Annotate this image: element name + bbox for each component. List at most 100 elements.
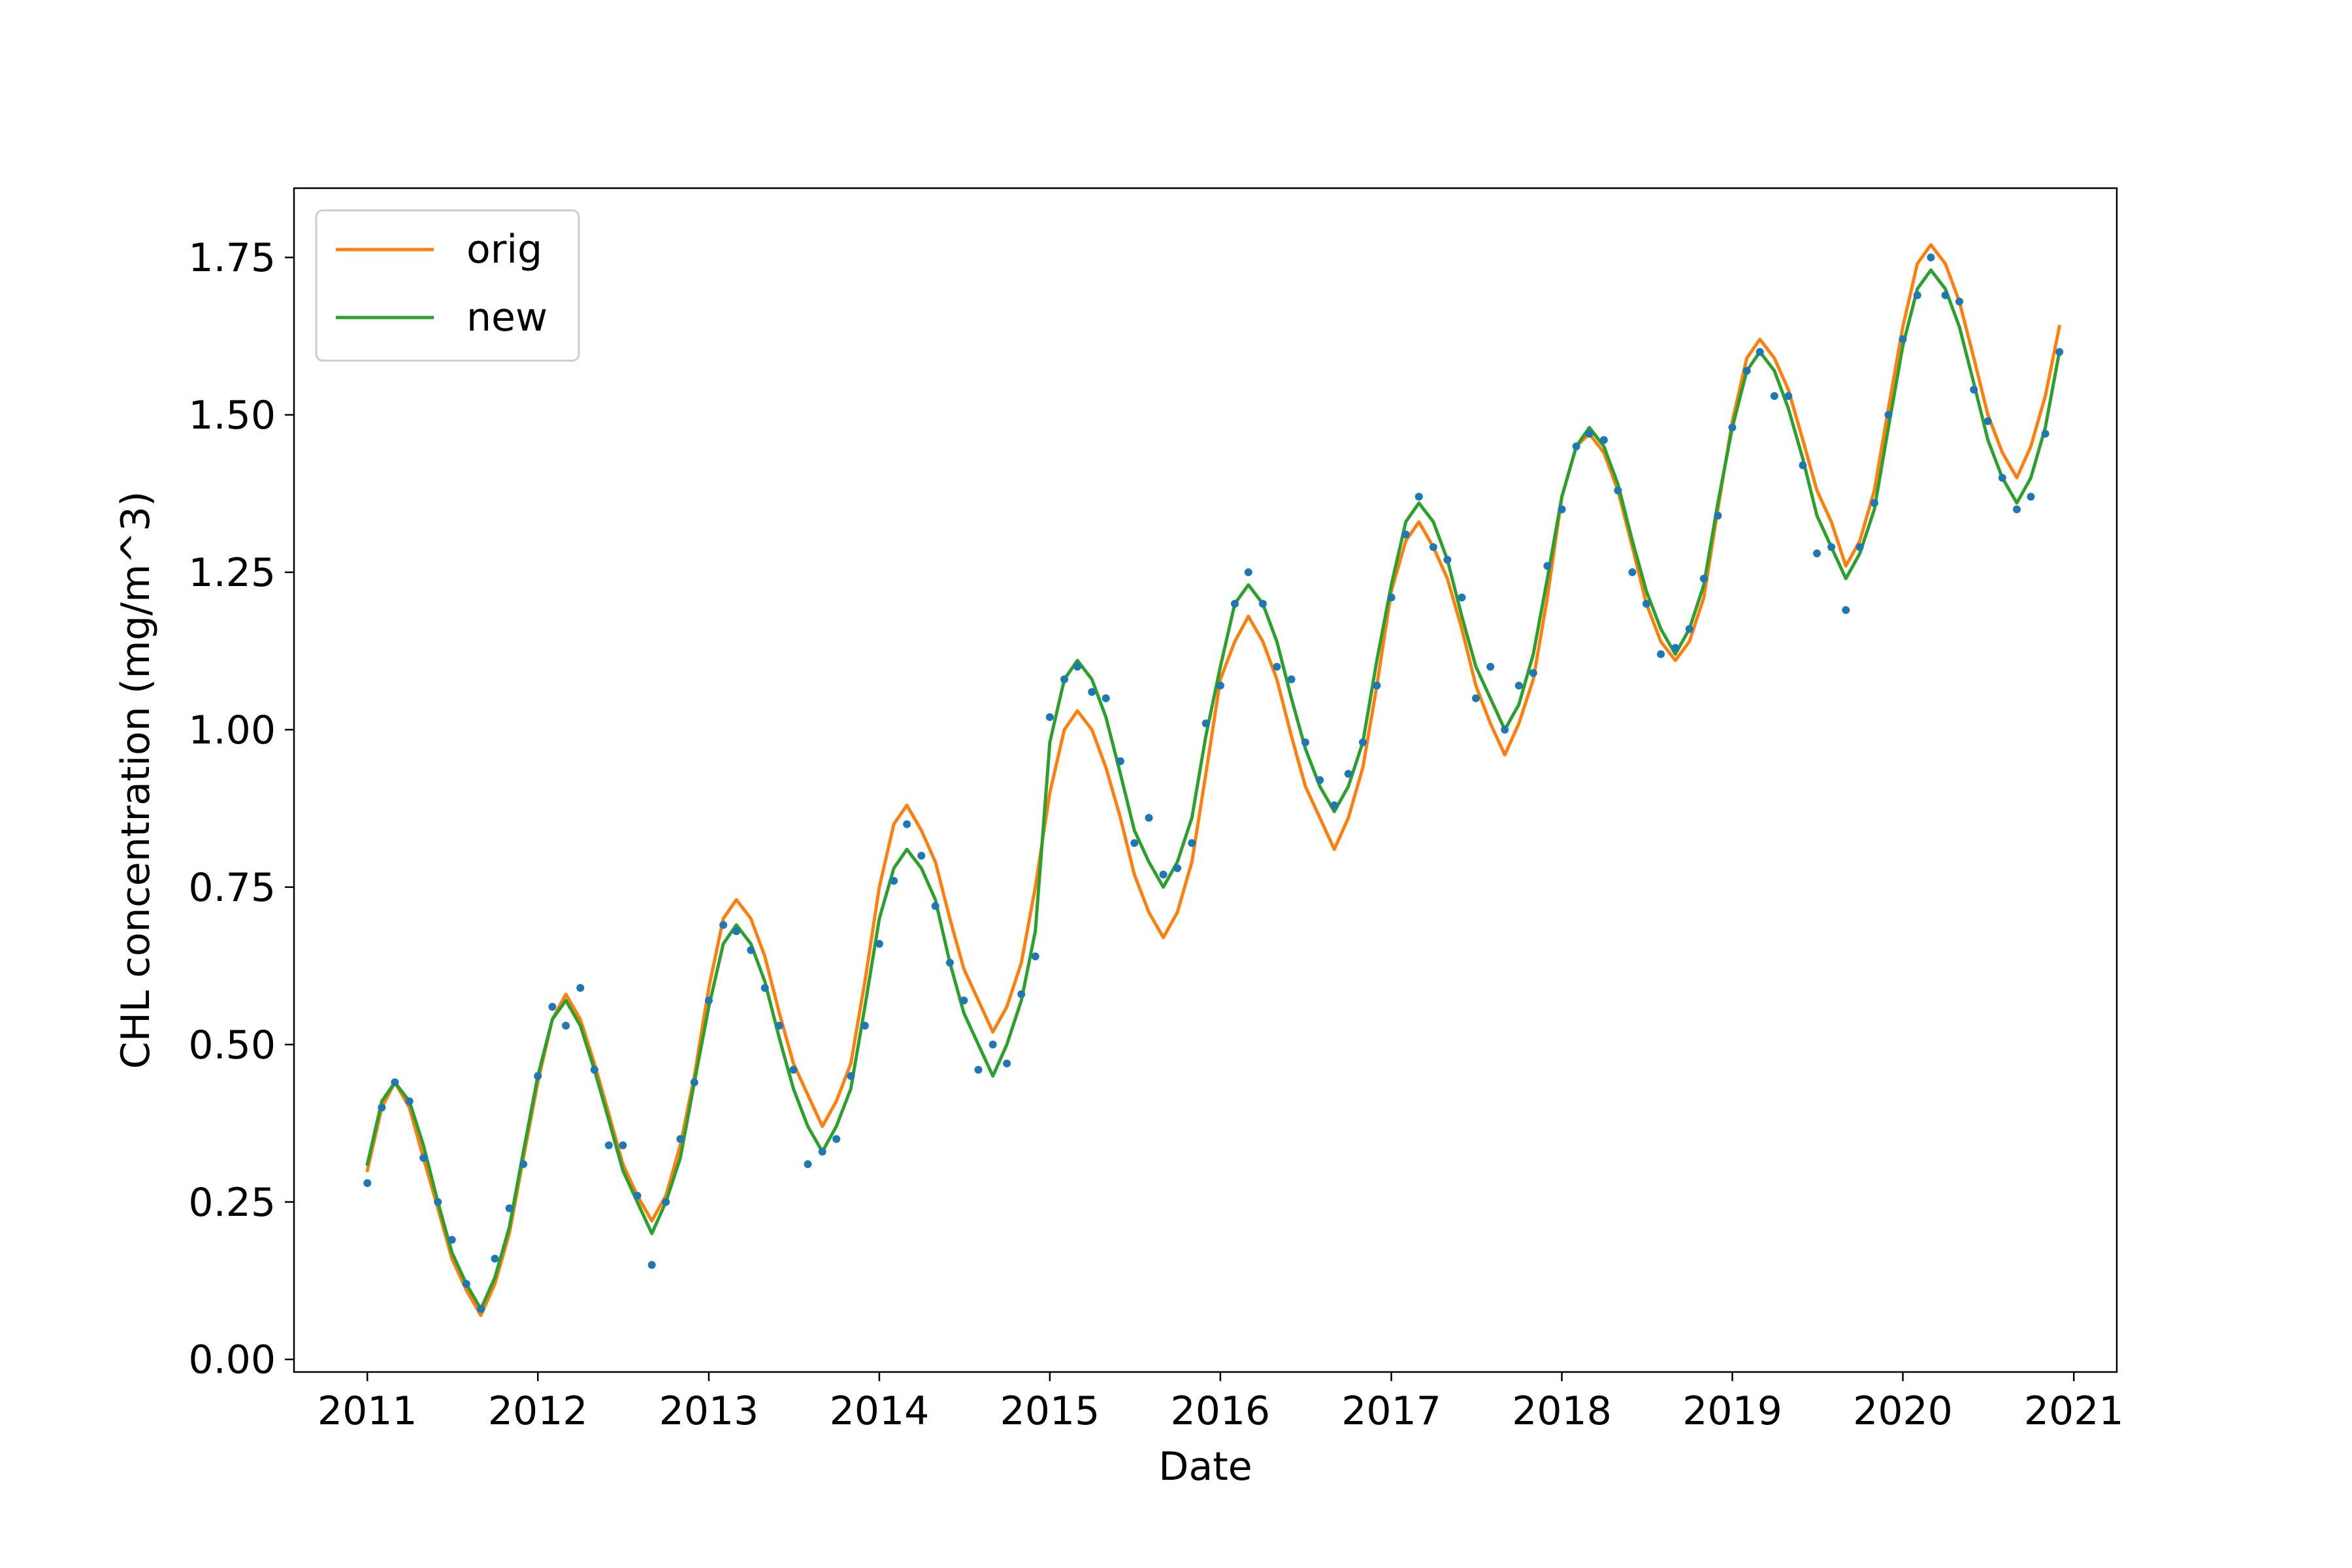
observed-point — [1827, 543, 1836, 551]
observed-point — [662, 1198, 670, 1206]
observed-point — [1045, 713, 1054, 721]
observed-points — [363, 253, 2064, 1313]
observed-point — [747, 946, 755, 955]
observed-point — [1088, 688, 1096, 696]
y-axis-title: CHL concentration (mg/m^3) — [113, 491, 159, 1070]
x-tick-label: 2020 — [1853, 1388, 1953, 1434]
observed-point — [1742, 367, 1751, 375]
y-tick-label: 0.75 — [188, 865, 276, 911]
observed-point — [1585, 429, 1593, 438]
observed-point — [1373, 681, 1381, 690]
observed-point — [1458, 593, 1466, 602]
observed-point — [1073, 662, 1082, 671]
observed-point — [974, 1066, 983, 1074]
observed-point — [1102, 694, 1110, 702]
series-line-new — [365, 268, 2062, 1311]
observed-point — [1301, 738, 1309, 747]
x-axis: 2011 2012 2013 2014 2015 2016 2017 2018 2019 2020… — [318, 1372, 2124, 1434]
observed-point — [462, 1280, 470, 1288]
observed-point — [1756, 348, 1764, 356]
x-tick-label: 2014 — [830, 1388, 930, 1434]
observed-point — [1770, 392, 1778, 400]
observed-point — [832, 1135, 841, 1143]
observed-point — [1231, 600, 1239, 608]
observed-point — [1273, 662, 1281, 671]
observed-point — [1955, 297, 1963, 306]
observed-point — [732, 927, 741, 936]
observed-point — [960, 996, 968, 1005]
x-tick-label: 2012 — [488, 1388, 588, 1434]
observed-point — [363, 1179, 372, 1187]
observed-point — [1501, 725, 1509, 734]
observed-point — [1699, 574, 1708, 583]
observed-point — [775, 1021, 783, 1030]
observed-point — [818, 1147, 826, 1156]
observed-point — [1970, 385, 1978, 394]
observed-point — [434, 1198, 442, 1206]
observed-point — [804, 1160, 812, 1168]
observed-point — [576, 984, 585, 992]
observed-point — [633, 1192, 642, 1200]
legend-label-orig: orig — [466, 227, 542, 272]
observed-point — [1116, 757, 1124, 766]
observed-point — [1316, 776, 1324, 784]
observed-point — [988, 1040, 997, 1049]
observed-point — [1216, 681, 1224, 690]
observed-point — [1330, 801, 1339, 809]
observed-point — [1642, 600, 1650, 608]
observed-point — [378, 1103, 386, 1112]
observed-point — [1984, 417, 1992, 425]
x-tick-label: 2013 — [659, 1388, 759, 1434]
observed-point — [760, 984, 769, 992]
y-tick-label: 0.00 — [188, 1337, 276, 1383]
series-layer — [365, 243, 2062, 1317]
observed-point — [1671, 644, 1680, 652]
observed-point — [1941, 291, 1950, 299]
y-tick-label: 0.25 — [188, 1180, 276, 1226]
x-tick-label: 2019 — [1682, 1388, 1782, 1434]
y-axis: 0.00 0.25 0.50 0.75 1.00 1.25 1.50 1.75 — [188, 235, 294, 1383]
x-tick-label: 2021 — [2024, 1388, 2124, 1434]
observed-point — [519, 1160, 528, 1168]
observed-point — [1060, 675, 1069, 683]
observed-point — [1842, 606, 1850, 614]
y-tick-label: 1.25 — [188, 550, 276, 596]
observed-point — [847, 1072, 855, 1080]
observed-point — [1387, 593, 1396, 602]
observed-point — [2041, 429, 2050, 438]
observed-point — [590, 1066, 598, 1074]
observed-point — [1543, 562, 1552, 570]
observed-point — [448, 1235, 456, 1244]
observed-point — [1359, 738, 1367, 747]
observed-point — [619, 1141, 627, 1149]
observed-point — [789, 1066, 798, 1074]
y-tick-label: 1.75 — [188, 235, 276, 281]
observed-point — [1913, 291, 1921, 299]
observed-point — [1728, 423, 1737, 432]
x-tick-label: 2016 — [1171, 1388, 1271, 1434]
observed-point — [1884, 411, 1893, 419]
x-axis-title: Date — [1158, 1444, 1252, 1490]
observed-point — [1685, 625, 1693, 633]
x-tick-label: 2011 — [318, 1388, 417, 1434]
observed-point — [477, 1305, 485, 1313]
observed-point — [647, 1261, 656, 1269]
legend-label-new: new — [466, 295, 547, 340]
observed-point — [719, 921, 728, 929]
observed-point — [1159, 870, 1168, 879]
observed-point — [1472, 694, 1480, 702]
observed-point — [1145, 813, 1153, 822]
observed-point — [1657, 650, 1665, 659]
observed-point — [676, 1135, 685, 1143]
observed-point — [1628, 568, 1637, 576]
observed-point — [945, 958, 954, 967]
observed-point — [405, 1097, 414, 1105]
observed-point — [704, 996, 713, 1005]
observed-point — [562, 1021, 570, 1030]
observed-point — [1201, 719, 1210, 728]
observed-point — [917, 851, 926, 860]
observed-point — [1799, 461, 1807, 470]
observed-point — [1998, 474, 2006, 482]
observed-point — [548, 1003, 557, 1011]
observed-point — [1414, 493, 1423, 501]
